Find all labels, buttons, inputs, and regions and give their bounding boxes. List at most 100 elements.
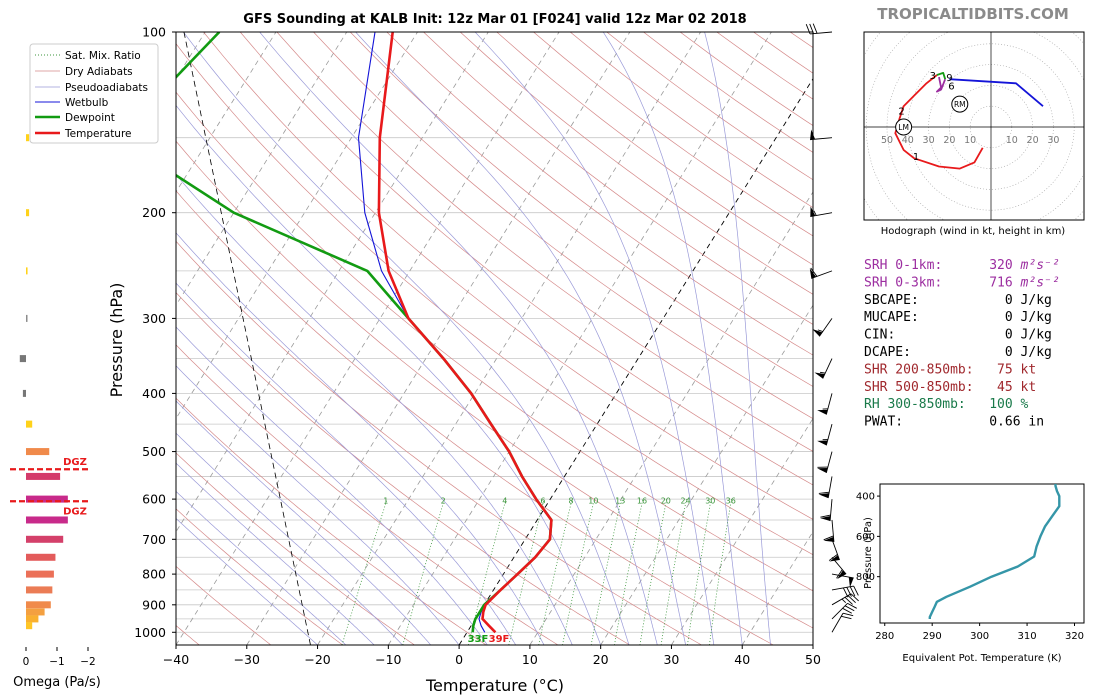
parameter-label: PWAT: [864,415,974,430]
y-tick-label: 500 [142,444,166,459]
wind-barb-flag [842,607,853,614]
wind-barb [810,206,833,217]
wind-barbs [805,23,859,633]
pseudoadiabat [474,32,715,645]
x-tick-label: 30 [663,652,679,667]
pseudoadiabat [176,173,573,645]
omega-bar [26,472,61,480]
wind-barb-pennant [817,440,828,446]
mixing-ratio-line [687,499,712,645]
wind-barb-pennant [823,536,834,542]
wind-barb-flag [850,593,859,602]
legend-label-wetbulb: Wetbulb [65,97,109,109]
theta-e-x-tick-label: 290 [923,631,942,642]
wind-barb-staff [831,603,848,620]
theta-e-ylabel: Pressure (hPa) [863,517,874,589]
parameter-label: SBCAPE: [864,293,974,308]
parameter-row: MUCAPE: 0 J/kg [864,310,1052,325]
mixing-ratio-line [639,499,668,645]
wind-barb-flag [810,267,818,277]
x-tick-label: 40 [734,652,750,667]
pseudoadiabat [176,232,545,645]
skewt-xlabel: Temperature (°C) [425,676,564,695]
parameter-row: SRH 0-1km: 320 m²s⁻² [864,258,1060,273]
theta-e-x-tick-label: 300 [970,631,989,642]
surface-temperature-label: 39F [489,634,510,645]
wind-barb-flag [844,605,855,612]
wind-barb-flag [817,466,828,468]
parameter-label: SRH 0-1km: [864,258,974,273]
omega-bar [26,134,30,142]
isotherm-line [741,530,813,645]
y-tick-label: 200 [142,205,166,220]
hodograph-marker-label: RM [954,100,966,109]
wind-barb-staff [819,318,833,337]
legend: Sat. Mix. Ratio Dry Adiabats Pseudoadiab… [29,43,159,144]
skewt-panel: 1 2 4 6 8 10 13 16 20 24 30 36 −40 −30 −20 −10 0 10 20 30 4… [107,25,821,696]
omega-bar [19,355,26,363]
wind-barb [831,573,854,588]
hodograph-tick-label: 20 [1027,135,1039,146]
wind-barb-staff [810,137,833,141]
parameter-row: SHR 200-850mb: 75 kt [864,362,1036,377]
pseudoadiabat [176,490,347,645]
wind-barb-staff [822,358,833,379]
hodograph-storm-motion-marker [895,118,913,136]
dry-adiabat [176,240,702,645]
dry-adiabat [176,452,415,645]
legend-label-sat-mix-ratio: Sat. Mix. Ratio [65,50,141,62]
hodograph-tick-label: 10 [964,135,976,146]
wind-barb-flag [841,615,852,620]
hodograph-frame [863,31,1085,221]
isotherm-line [176,32,418,420]
wind-barb-flag [820,514,831,518]
omega-tick-label: −2 [80,656,95,668]
parameter-unit: m²s⁻² [1020,275,1060,290]
dry-adiabat [313,32,813,420]
hodograph-height-label: 3 [930,71,936,82]
wind-barb-pennant [810,206,816,217]
omega-bar [26,622,33,630]
mixing-ratio-line [562,499,595,645]
wind-barb-pennant [837,570,847,580]
dgz-label: DGZ [63,506,87,517]
theta-e-profile-line [928,484,1061,619]
legend-label-dewpoint: Dewpoint [65,112,115,124]
isotherm-line [600,304,813,645]
hodograph-segment-3-6km [936,72,947,80]
dry-adiabat [176,43,813,556]
dry-adiabat [423,32,813,325]
mixing-ratio-label: 30 [705,496,715,505]
wind-barb-staff [810,31,833,35]
wind-barb-pennant [809,268,817,279]
theta-e-y-tick-label: 800 [856,572,875,583]
hodograph-tick-label: 10 [1006,135,1018,146]
parameter-row: CIN: 0 J/kg [864,328,1052,343]
dgz-label: DGZ [63,457,87,468]
hodograph-panel: 50 40 30 20 10 10 20 30 1 2 3 69 RM LM Hodograph (wi… [863,31,1085,237]
parameter-label: RH 300-850mb: [864,397,974,412]
pseudoadiabat [176,400,432,645]
mixing-ratio-line [590,499,622,645]
parameter-unit: in [1028,415,1044,430]
parameter-unit: kt [1021,380,1037,395]
wind-barb [828,539,840,562]
omega-panel: DGZ DGZ 0 −1 −2 [10,134,96,668]
pseudoadiabat [176,432,403,645]
omega-bar [26,495,68,503]
temperature-profile-line [377,32,553,634]
parameter-unit: kt [1021,362,1037,377]
y-tick-label: 1000 [134,625,166,640]
parameter-value: 320 [974,258,1021,273]
legend-label-dry-adiabats: Dry Adiabats [65,66,133,78]
dry-adiabat [176,508,343,645]
wind-barb-flag [828,553,838,561]
hodograph-segment-0-3km [894,74,984,170]
theta-e-frame [879,483,1085,624]
wind-barb-halfflag [841,598,847,603]
omega-bar [26,314,28,322]
dry-adiabat [276,32,813,452]
wind-barb-pennant [820,516,831,522]
wind-barb-flag [847,595,856,604]
